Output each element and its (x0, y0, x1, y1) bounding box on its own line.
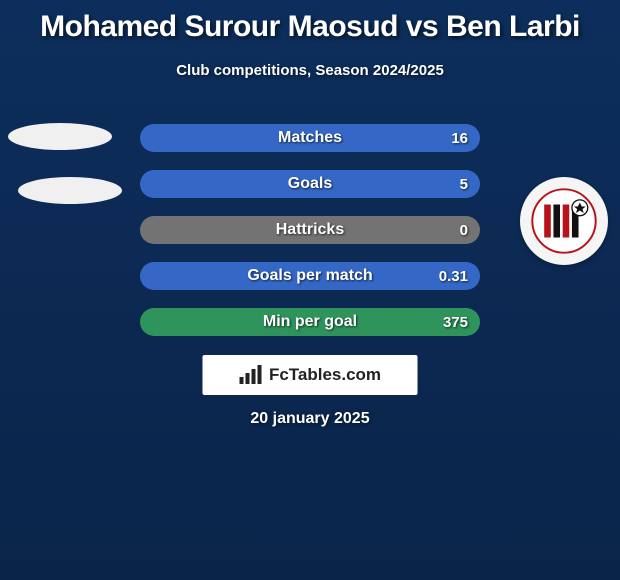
footer-logo-text: FcTables.com (269, 365, 381, 385)
stat-value-right: 0 (460, 222, 468, 239)
shield-icon (531, 188, 597, 254)
stat-bar: Min per goal375 (140, 308, 480, 336)
stat-label: Min per goal (140, 313, 480, 331)
stat-value-right: 5 (460, 176, 468, 193)
stat-value-right: 375 (443, 314, 468, 331)
barchart-icon (239, 365, 263, 385)
player-left-avatar (8, 123, 112, 150)
club-right-badge-art (520, 177, 608, 265)
footer-date: 20 january 2025 (0, 410, 620, 428)
club-left-badge (18, 177, 122, 204)
stat-bar: Goals per match0.31 (140, 262, 480, 290)
stat-label: Goals per match (140, 267, 480, 285)
footer-logo: FcTables.com (203, 355, 418, 395)
page-subtitle: Club competitions, Season 2024/2025 (0, 62, 620, 79)
stat-bar: Matches16 (140, 124, 480, 152)
stat-bar: Hattricks0 (140, 216, 480, 244)
stat-value-right: 16 (451, 130, 468, 147)
stat-bar: Goals5 (140, 170, 480, 198)
page-title: Mohamed Surour Maosud vs Ben Larbi (0, 0, 620, 44)
stat-label: Goals (140, 175, 480, 193)
stat-value-right: 0.31 (439, 268, 468, 285)
stats-bars: Matches16 Goals5 Hattricks0 Goals per match… (140, 124, 480, 354)
stat-label: Hattricks (140, 221, 480, 239)
club-right-badge (520, 177, 608, 265)
stat-label: Matches (140, 129, 480, 147)
